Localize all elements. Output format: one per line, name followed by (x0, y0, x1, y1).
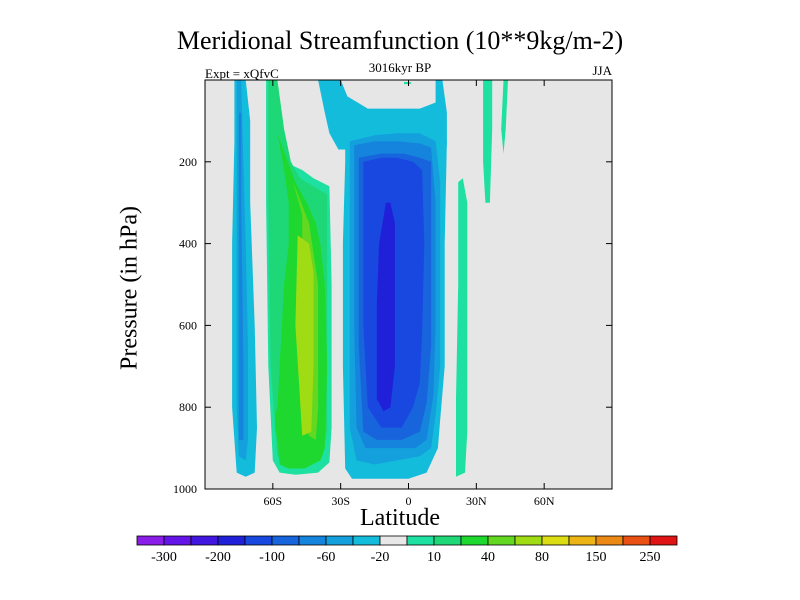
colorbar-swatch (379, 535, 408, 546)
y-tick-label: 600 (179, 318, 197, 332)
plot-frame (204, 79, 613, 490)
colorbar: -300 -200 -100 -60 -20 10 40 80 150 250 (136, 535, 678, 565)
colorbar-swatch (487, 535, 516, 546)
colorbar-swatch (595, 535, 624, 546)
colorbar-swatch (244, 535, 273, 546)
y-tick-label: 1000 (173, 482, 197, 496)
colorbar-label: 250 (640, 550, 661, 565)
contour-region-hadley-peak-negative (376, 202, 395, 412)
colorbar-swatch (217, 535, 246, 546)
colorbar-swatch (190, 535, 219, 546)
colorbar-swatch (136, 535, 165, 546)
colorbar-swatch (325, 535, 354, 546)
colorbar-label: -300 (151, 550, 177, 565)
chart-title: Meridional Streamfunction (10**9kg/m-2) (176, 26, 624, 55)
colorbar-label: -100 (259, 550, 285, 565)
colorbar-swatch (433, 535, 462, 546)
x-tick-label: 60N (534, 494, 555, 508)
season-label: JJA (592, 63, 612, 78)
experiment-label: Expt = xQfvC (205, 66, 279, 81)
y-tick-label: 200 (179, 155, 197, 169)
colorbar-swatch (298, 535, 327, 546)
colorbar-swatch (649, 535, 678, 546)
y-tick-label: 800 (179, 400, 197, 414)
x-tick-label: 0 (406, 494, 412, 508)
colorbar-swatch (541, 535, 570, 546)
colorbar-swatch (568, 535, 597, 546)
colorbar-label: -20 (371, 550, 390, 565)
colorbar-swatch (406, 535, 435, 546)
x-tick-label: 30S (331, 494, 350, 508)
colorbar-swatch (271, 535, 300, 546)
colorbar-swatch (352, 535, 381, 546)
x-tick-label: 60S (263, 494, 282, 508)
contour-region-nh-strato-positive-a (483, 80, 493, 203)
x-tick-label: 30N (466, 494, 487, 508)
colorbar-label: 80 (535, 550, 549, 565)
contour-region-equator-strato-dot (404, 82, 411, 85)
period-label: 3016kyr BP (368, 60, 432, 75)
colorbar-label: 40 (481, 550, 495, 565)
colorbar-label: -200 (205, 550, 231, 565)
contour-region-sh-polar-core-negative (238, 112, 244, 440)
y-tick-label: 400 (179, 237, 197, 251)
colorbar-label: 150 (586, 550, 607, 565)
colorbar-swatch (460, 535, 489, 546)
contour-region-nh-strato-positive-b (501, 80, 508, 154)
colorbar-label: -60 (317, 550, 336, 565)
colorbar-swatch (514, 535, 543, 546)
colorbar-label: 10 (427, 550, 441, 565)
contour-regions (232, 80, 508, 479)
contour-region-nh-subtropic-positive (456, 178, 468, 477)
x-axis-label: Latitude (360, 505, 440, 531)
colorbar-swatch (163, 535, 192, 546)
contour-region-sh-ferrel-peak-positive (295, 235, 314, 436)
colorbar-swatch (622, 535, 651, 546)
